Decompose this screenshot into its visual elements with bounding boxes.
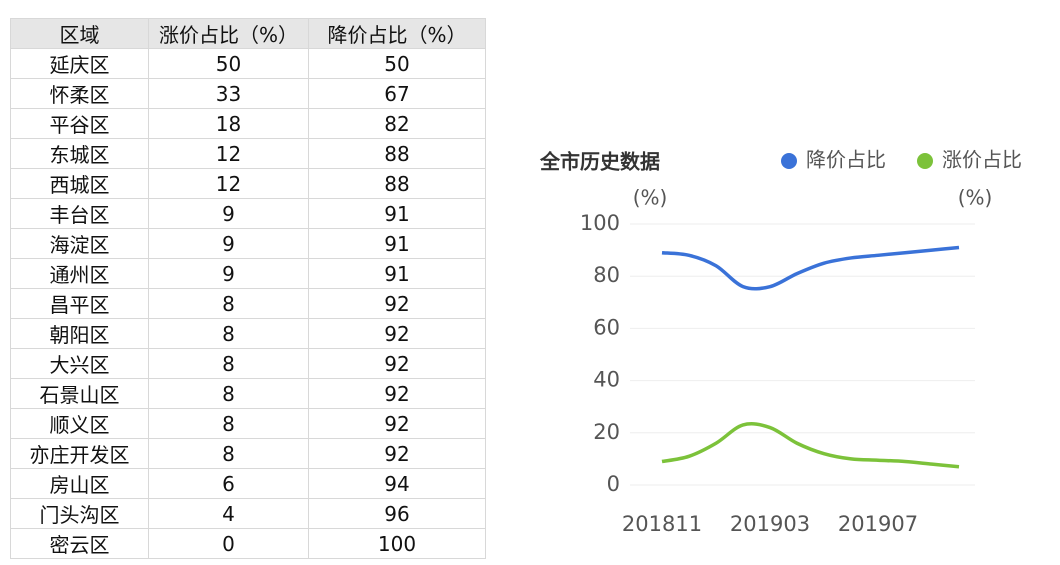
table-row: 密云区 0 100 — [10, 528, 486, 559]
x-tick-label: 201811 — [622, 512, 702, 536]
table-cell: 0 — [148, 528, 309, 559]
table-row: 西城区 12 88 — [10, 168, 486, 199]
table-row: 亦庄开发区 8 92 — [10, 438, 486, 469]
table-cell: 92 — [308, 348, 486, 379]
header-row: 区域 涨价占比（%） 降价占比（%） — [10, 18, 486, 49]
table-cell: 67 — [308, 78, 486, 109]
header-cell: 区域 — [10, 18, 149, 49]
table-cell: 怀柔区 — [10, 78, 149, 109]
table-cell: 9 — [148, 198, 309, 229]
y-axis-label: (%) — [633, 186, 668, 210]
table-cell: 8 — [148, 288, 309, 319]
table-cell: 100 — [308, 528, 486, 559]
table-row: 石景山区 8 92 — [10, 378, 486, 409]
table-cell: 92 — [308, 318, 486, 349]
table-cell: 12 — [148, 168, 309, 199]
header-cell: 涨价占比（%） — [148, 18, 309, 49]
series-line — [661, 422, 960, 469]
table-cell: 房山区 — [10, 468, 149, 499]
y-tick-label: 100 — [580, 211, 620, 235]
table-cell: 91 — [308, 228, 486, 259]
legend-label: 降价占比 — [806, 148, 886, 172]
y-tick-label: 60 — [593, 315, 620, 339]
table-cell: 92 — [308, 378, 486, 409]
table-row: 怀柔区 33 67 — [10, 78, 486, 109]
table-cell: 94 — [308, 468, 486, 499]
table-cell: 顺义区 — [10, 408, 149, 439]
y-tick-label: 40 — [593, 368, 620, 392]
table-row: 昌平区 8 92 — [10, 288, 486, 319]
table-cell: 92 — [308, 288, 486, 319]
table-cell: 门头沟区 — [10, 498, 149, 529]
series-line — [661, 245, 960, 291]
table-row: 平谷区 18 82 — [10, 108, 486, 139]
table-cell: 12 — [148, 138, 309, 169]
table-cell: 92 — [308, 408, 486, 439]
table-row: 房山区 6 94 — [10, 468, 486, 499]
table-cell: 8 — [148, 438, 309, 469]
chart-title: 全市历史数据 — [539, 150, 660, 174]
table-cell: 50 — [308, 48, 486, 79]
y-tick-label: 80 — [593, 263, 620, 287]
x-tick-label: 201903 — [730, 512, 810, 536]
table-cell: 大兴区 — [10, 348, 149, 379]
data-table: 区域 涨价占比（%） 降价占比（%） 延庆区 50 50 怀柔区 33 67 平谷区 18 82… — [10, 18, 486, 559]
table-row: 延庆区 50 50 — [10, 48, 486, 79]
table-cell: 8 — [148, 318, 309, 349]
y-tick-label: 0 — [607, 472, 620, 496]
table-cell: 密云区 — [10, 528, 149, 559]
table-cell: 延庆区 — [10, 48, 149, 79]
x-tick-label: 201907 — [838, 512, 918, 536]
table-row: 海淀区 9 91 — [10, 228, 486, 259]
table-cell: 91 — [308, 258, 486, 289]
table-row: 通州区 9 91 — [10, 258, 486, 289]
y2-axis-label: (%) — [958, 186, 993, 210]
table-row: 大兴区 8 92 — [10, 348, 486, 379]
table-row: 东城区 12 88 — [10, 138, 486, 169]
table-cell: 昌平区 — [10, 288, 149, 319]
table-cell: 亦庄开发区 — [10, 438, 149, 469]
legend-marker — [781, 153, 797, 169]
table-row: 顺义区 8 92 — [10, 408, 486, 439]
table-cell: 平谷区 — [10, 108, 149, 139]
table-cell: 92 — [308, 438, 486, 469]
legend-label: 涨价占比 — [942, 148, 1022, 172]
table-cell: 8 — [148, 348, 309, 379]
table-row: 门头沟区 4 96 — [10, 498, 486, 529]
table-row: 丰台区 9 91 — [10, 198, 486, 229]
table-cell: 石景山区 — [10, 378, 149, 409]
table-cell: 91 — [308, 198, 486, 229]
table-cell: 海淀区 — [10, 228, 149, 259]
table-cell: 9 — [148, 228, 309, 259]
table-cell: 8 — [148, 408, 309, 439]
legend-marker — [917, 153, 933, 169]
y-tick-label: 20 — [593, 420, 620, 444]
